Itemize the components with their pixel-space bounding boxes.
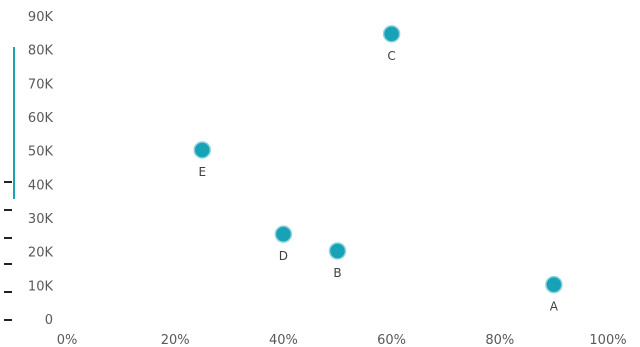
- data-point-label: B: [333, 266, 341, 280]
- data-point: [382, 25, 401, 43]
- x-tick-label: 100%: [589, 333, 626, 347]
- x-tick-label: 0%: [57, 333, 78, 347]
- x-tick-label: 60%: [377, 333, 406, 347]
- x-tick-label: 40%: [269, 333, 298, 347]
- y-tick-label: 30K: [28, 212, 54, 227]
- left-accent-bar: [13, 47, 15, 199]
- y-tick-label: 80K: [28, 44, 54, 59]
- y-axis: 0 10K 20K 30K 40K 50K 60K 70K 80K 90K: [28, 10, 54, 328]
- y-tick-label: 0: [45, 313, 53, 328]
- data-point: [328, 242, 347, 260]
- y-tick-label: 20K: [28, 246, 54, 261]
- y-tick-label: 50K: [28, 145, 54, 160]
- y-tick-label: 10K: [28, 279, 54, 294]
- y-tick-label: 40K: [28, 178, 54, 193]
- data-point-label: D: [279, 249, 288, 263]
- data-point: [193, 141, 211, 159]
- data-point: [545, 275, 563, 294]
- y-tick-label: 70K: [28, 77, 54, 92]
- left-side-marks: [4, 181, 12, 321]
- data-point: [274, 225, 293, 243]
- x-axis: 0% 20% 40% 60% 80% 100%: [57, 333, 627, 347]
- data-point-label: A: [550, 300, 559, 314]
- y-tick-label: 60K: [28, 111, 54, 126]
- x-tick-label: 80%: [485, 333, 514, 347]
- x-tick-label: 20%: [161, 333, 190, 347]
- data-point-label: E: [198, 165, 206, 179]
- y-tick-label: 90K: [28, 10, 54, 25]
- data-point-label: C: [387, 49, 395, 63]
- data-points: A B C D E: [193, 25, 563, 314]
